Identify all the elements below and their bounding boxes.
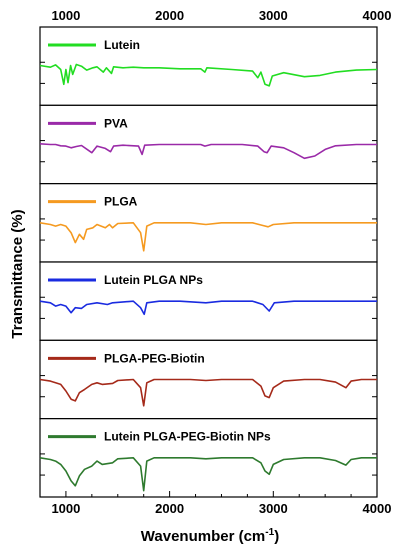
panel-1: Lutein — [39, 26, 378, 106]
series-line — [39, 457, 377, 492]
bottom-tick-label: 2000 — [155, 501, 184, 516]
bottom-x-axis-ticks: 1000 2000 3000 4000 — [39, 491, 392, 516]
legend-label: Lutein PLGA NPs — [104, 273, 203, 287]
bottom-tick-label: 4000 — [363, 501, 392, 516]
bottom-tick-label: 3000 — [259, 501, 288, 516]
legend-label: Lutein — [104, 38, 140, 52]
panel-3: PLGA — [39, 183, 378, 263]
panel-6: Lutein PLGA-PEG-Biotin NPs — [39, 418, 378, 498]
x-axis-label: Wavenumber (cm-1) — [141, 527, 279, 545]
panel-5: PLGA-PEG-Biotin — [39, 339, 378, 420]
panel-4: Lutein PLGA NPs — [39, 261, 378, 341]
legend-label: PLGA — [104, 195, 138, 209]
top-tick-label: 1000 — [51, 8, 80, 23]
x-axis-label-main: Wavenumber (cm — [141, 528, 265, 545]
series-line — [39, 378, 377, 407]
top-tick-label: 3000 — [259, 8, 288, 23]
legend-label: PLGA-PEG-Biotin — [104, 351, 205, 365]
series-line — [39, 300, 377, 316]
legend-label: Lutein PLGA-PEG-Biotin NPs — [104, 430, 271, 444]
bottom-tick-label: 1000 — [51, 501, 80, 516]
series-line — [39, 143, 377, 160]
legend-label: PVA — [104, 116, 128, 130]
y-axis-label: Transmittance (%) — [9, 209, 26, 338]
x-axis-label-close: ) — [274, 528, 279, 545]
chart-panels: Lutein PVA PLGA Lutein PLGA NPs PLGA-PEG-Bio… — [39, 26, 378, 498]
x-axis-label-superscript: -1 — [265, 527, 274, 538]
top-tick-label: 4000 — [363, 8, 392, 23]
panel-2: PVA — [39, 104, 378, 185]
panel-frame — [39, 26, 378, 106]
series-line — [39, 63, 378, 87]
panel-frame — [39, 339, 378, 420]
top-tick-label: 2000 — [155, 8, 184, 23]
series-line — [39, 222, 377, 252]
